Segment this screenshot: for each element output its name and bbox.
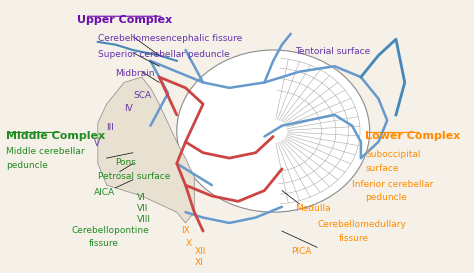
Text: Cerebellomesencephalic fissure: Cerebellomesencephalic fissure <box>98 34 242 43</box>
Text: IV: IV <box>124 104 133 113</box>
Text: surface: surface <box>365 164 399 173</box>
Text: Middle Complex: Middle Complex <box>6 131 105 141</box>
Text: III: III <box>107 123 115 132</box>
Polygon shape <box>98 77 194 223</box>
Text: Superior cerebellar peduncle: Superior cerebellar peduncle <box>98 50 229 59</box>
Text: Middle cerebellar: Middle cerebellar <box>6 147 84 156</box>
Text: VIII: VIII <box>137 215 151 224</box>
Text: Midbrain: Midbrain <box>115 69 155 78</box>
Text: XI: XI <box>194 258 203 267</box>
Text: Suboccipital: Suboccipital <box>365 150 421 159</box>
Text: Medulla: Medulla <box>295 204 331 213</box>
Text: IX: IX <box>181 226 190 235</box>
Text: peduncle: peduncle <box>365 193 407 202</box>
Text: fissure: fissure <box>339 234 369 243</box>
Text: SCA: SCA <box>133 91 151 100</box>
Text: XII: XII <box>194 247 206 256</box>
Text: Pons: Pons <box>115 158 136 167</box>
Text: AICA: AICA <box>93 188 115 197</box>
Text: PICA: PICA <box>291 247 311 256</box>
Text: Cerebellomedullary: Cerebellomedullary <box>317 220 406 229</box>
Text: Inferior cerebellar: Inferior cerebellar <box>352 180 434 189</box>
Text: peduncle: peduncle <box>6 161 48 170</box>
Text: Petrosal surface: Petrosal surface <box>98 172 170 181</box>
Ellipse shape <box>177 50 370 212</box>
Text: V: V <box>93 139 100 148</box>
Text: VI: VI <box>137 193 146 202</box>
Text: fissure: fissure <box>89 239 119 248</box>
Text: VII: VII <box>137 204 149 213</box>
Text: Upper Complex: Upper Complex <box>77 15 172 25</box>
Text: Lower Complex: Lower Complex <box>365 131 461 141</box>
Text: Cerebellopontine: Cerebellopontine <box>72 226 149 235</box>
Text: X: X <box>185 239 191 248</box>
Text: Tentorial surface: Tentorial surface <box>295 47 370 56</box>
